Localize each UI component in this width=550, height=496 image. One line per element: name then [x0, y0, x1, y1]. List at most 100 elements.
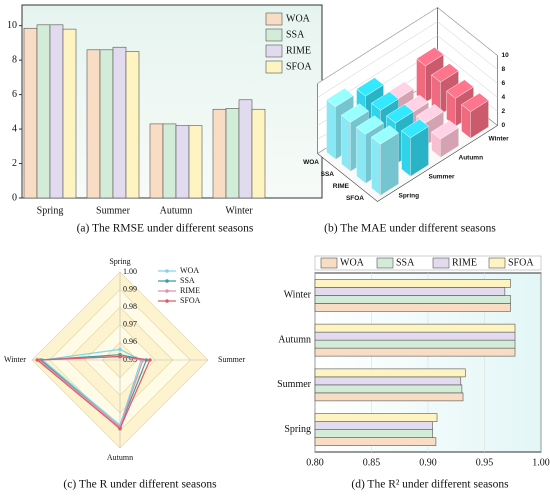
grid-line	[317, 35, 498, 112]
bar	[149, 123, 164, 199]
y-tick-label: Autumn	[278, 334, 311, 345]
bar-face	[446, 79, 474, 99]
chart-title: (b) The MAE under different seasons	[324, 223, 496, 235]
r-tick-label: 0.95	[123, 355, 137, 364]
bar	[62, 28, 77, 199]
legend-swatch	[265, 44, 283, 58]
bar	[314, 392, 464, 402]
r-tick-label: 0.97	[123, 320, 137, 329]
bar	[314, 303, 511, 312]
legend-label: SFOA	[508, 257, 534, 268]
bar-face	[431, 63, 459, 83]
y-tick-label: 10	[7, 20, 17, 31]
axis-label: Autumn	[459, 155, 484, 162]
z-tick-label: 2	[502, 108, 506, 115]
bar-face	[326, 99, 336, 160]
bar	[314, 429, 433, 438]
bar	[125, 51, 140, 199]
legend-swatch	[432, 257, 450, 269]
bar	[314, 287, 506, 296]
point	[118, 426, 122, 431]
x-tick-label: Summer	[96, 205, 131, 216]
bar-face	[356, 126, 366, 184]
axis-label: RIME	[333, 183, 350, 190]
bar	[36, 24, 51, 199]
bar	[314, 437, 437, 446]
bar	[314, 279, 511, 288]
grid-line	[317, 21, 498, 98]
chart-title: (c) The R under different seasons	[63, 479, 217, 491]
bar	[401, 118, 429, 177]
bar	[314, 376, 462, 386]
y-tick-label: 2	[12, 158, 17, 169]
legend-label: SSA	[396, 257, 415, 268]
bar-face	[326, 87, 354, 108]
legend-label: SSA	[180, 276, 195, 285]
bar	[431, 120, 459, 158]
bar	[314, 295, 511, 304]
bar-face	[386, 104, 414, 124]
bar-face	[461, 92, 489, 112]
legend-label: SFOA	[180, 296, 201, 305]
y-tick-label: 6	[12, 89, 17, 100]
bar	[314, 331, 516, 341]
chart-title: (d) The R² under different seasons	[351, 479, 509, 491]
axis-label: SFOA	[346, 195, 364, 202]
bar	[112, 46, 127, 199]
bar	[86, 49, 101, 199]
bar	[251, 108, 266, 199]
bar	[162, 123, 177, 199]
y-tick-label: 4	[12, 123, 17, 134]
bar-face	[416, 58, 426, 103]
legend-label: RIME	[180, 286, 200, 295]
bar	[188, 125, 203, 199]
legend-label: WOA	[286, 13, 311, 24]
bar-face	[416, 47, 444, 67]
bar-face	[401, 118, 429, 139]
bar	[225, 108, 240, 199]
axis-label: Winter	[489, 136, 510, 143]
legend-marker	[165, 299, 169, 303]
legend-marker	[165, 289, 169, 293]
legend-swatch	[488, 257, 506, 269]
bar	[461, 92, 489, 139]
y-tick-label: 0	[12, 192, 17, 203]
legend-swatch	[320, 257, 338, 269]
x-tick-label: 0.80	[306, 457, 324, 468]
y-tick-label: Spring	[284, 424, 311, 435]
chart-title: (a) The RMSE under different seasons	[77, 223, 254, 235]
z-tick-label: 0	[502, 122, 506, 129]
r-tick-label: 0.99	[123, 284, 137, 293]
x-tick-label: 1.00	[532, 457, 550, 468]
axis-label: Spring	[399, 193, 420, 200]
bar-face	[341, 114, 351, 172]
bar-face	[371, 136, 381, 196]
legend-box	[314, 255, 542, 271]
legend-swatch	[265, 12, 283, 26]
bar-face	[341, 103, 369, 123]
z-tick-label: 8	[502, 66, 506, 73]
legend-label: RIME	[452, 257, 477, 268]
legend-label: SFOA	[286, 61, 312, 72]
bar-face	[356, 77, 384, 97]
bar	[49, 24, 64, 199]
bar-face	[371, 125, 399, 145]
point	[118, 347, 122, 352]
legend-label: WOA	[340, 257, 365, 268]
bar	[314, 323, 516, 333]
axis-label: Spring	[109, 257, 130, 266]
legend-swatch	[376, 257, 394, 269]
bar	[23, 27, 38, 199]
bar	[314, 347, 516, 357]
bar	[314, 384, 463, 394]
x-tick-label: Winter	[225, 205, 253, 216]
x-tick-label: Spring	[37, 205, 64, 216]
bar-face	[431, 120, 459, 140]
legend-marker	[165, 269, 169, 273]
bar	[314, 421, 433, 430]
bar	[99, 49, 114, 199]
grid-line	[317, 7, 498, 84]
legend-marker	[165, 279, 169, 283]
z-tick-label: 6	[502, 80, 506, 87]
